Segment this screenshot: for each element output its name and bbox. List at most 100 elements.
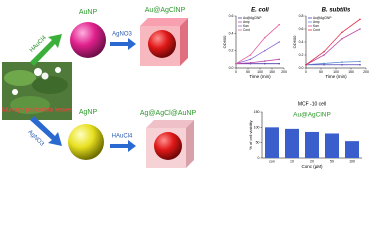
x-tick-label: 100 (257, 70, 263, 74)
reagent-label: HAuCl4 (112, 134, 133, 140)
x-tick-label: 50 (319, 70, 323, 74)
series-line (305, 61, 361, 66)
point (323, 62, 325, 65)
point (264, 60, 266, 62)
legend-label: Amp (243, 20, 250, 24)
y-tick-label: 0.4 (229, 31, 234, 35)
point (323, 54, 325, 56)
series-line (235, 24, 280, 65)
y-tick-label: 0.2 (299, 53, 304, 57)
y-tick-label: 150 (254, 110, 260, 114)
bar (345, 141, 359, 158)
y-axis-label: OD600 (222, 35, 227, 48)
bar (265, 127, 279, 158)
point (341, 61, 343, 63)
y-tick-label: 0.6 (229, 14, 234, 18)
x-tick-label: 20 (310, 159, 314, 163)
series-line (305, 18, 361, 66)
x-tick-label: 200 (363, 70, 369, 74)
chart-title: MCF -10 cell (298, 101, 326, 107)
legend-label: Amp (313, 20, 320, 24)
series-line (305, 28, 361, 66)
arrow-down (30, 116, 62, 146)
point (323, 63, 325, 66)
y-tick-label: 0.0 (229, 66, 234, 70)
point (249, 62, 252, 64)
y-tick-label: 0.8 (299, 14, 304, 18)
y-axis-label: OD600 (292, 35, 297, 48)
y-axis-label: % of cell viability (248, 120, 253, 149)
plant-photo (2, 62, 72, 120)
ag-au-cube (146, 120, 194, 168)
point (359, 63, 361, 66)
reagent-label: AgNO3 (27, 129, 46, 148)
y-tick-label: 0.4 (299, 40, 304, 44)
au-ag-cube (140, 18, 188, 66)
point (341, 37, 343, 40)
point (359, 60, 361, 63)
point (341, 63, 343, 66)
y-tick-label: 0.0 (299, 66, 304, 70)
x-axis-label: Time (min) (249, 74, 271, 79)
bar (305, 131, 319, 158)
plant-label: Murraya paniculata leaves (2, 108, 72, 114)
x-axis-label: Time (min) (325, 74, 347, 79)
au-sphere (70, 22, 106, 58)
arrow (110, 140, 136, 152)
point (278, 62, 281, 65)
x-tick-label: 10 (290, 159, 294, 163)
bar (325, 133, 339, 158)
x-tick-label: 50 (330, 159, 334, 163)
point (264, 36, 266, 39)
point (323, 50, 325, 53)
x-axis-label: Conc (µM) (301, 164, 323, 169)
chart-title: B. subtilis (322, 8, 351, 14)
point (278, 41, 281, 43)
x-tick-label: con (269, 159, 275, 163)
arrow-up (30, 34, 62, 66)
np-label: AgNP (79, 109, 98, 116)
x-tick-label: 0 (235, 70, 237, 74)
legend-label: Kan (243, 24, 249, 28)
point (264, 62, 266, 65)
chart-title: E. coli (251, 8, 269, 14)
point (249, 58, 252, 61)
point (359, 28, 361, 30)
point (249, 54, 252, 56)
x-tick-label: 0 (305, 70, 307, 74)
y-tick-label: 50 (256, 141, 260, 145)
point (341, 31, 343, 34)
np-label: Ag@AgCl@AuNP (140, 110, 197, 117)
x-tick-label: 100 (333, 70, 339, 74)
y-tick-label: 0 (258, 156, 260, 160)
x-tick-label: 200 (281, 70, 287, 74)
annotation: Au@AgClNP (293, 112, 331, 119)
x-tick-label: 150 (269, 70, 275, 74)
point (278, 58, 281, 61)
point (264, 49, 266, 52)
series-line (235, 41, 280, 65)
legend-label: Cont (243, 28, 250, 32)
figure: Murraya paniculata leaves HAuCl4 AgNO3 A… (2, 7, 369, 169)
ag-sphere (68, 124, 104, 160)
point (359, 18, 361, 21)
legend-label: Cont (313, 28, 320, 32)
legend-label: Au@AgClNP (243, 16, 261, 20)
np-label: AuNP (79, 9, 98, 16)
y-tick-label: 0.2 (229, 49, 234, 53)
legend-label: Kan (313, 24, 319, 28)
y-tick-label: 100 (254, 125, 260, 129)
point (305, 63, 307, 66)
x-tick-label: 150 (348, 70, 354, 74)
x-tick-label: 100 (349, 159, 355, 163)
reagent-label: AgNO3 (112, 32, 132, 38)
arrow (110, 38, 136, 50)
series-line (235, 58, 280, 65)
legend-label: Au@AgClNP (313, 16, 331, 20)
point (235, 62, 237, 65)
point (278, 23, 281, 26)
x-tick-label: 50 (246, 70, 250, 74)
bar (285, 128, 299, 158)
y-tick-label: 0.6 (299, 27, 304, 31)
np-label: Au@AgClNP (145, 7, 186, 14)
